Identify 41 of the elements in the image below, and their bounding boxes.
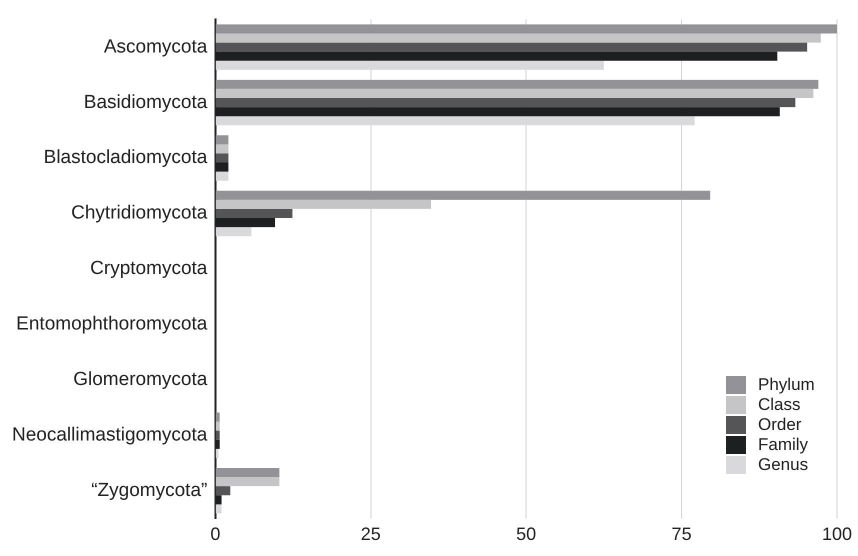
legend-label: Class [758,395,801,415]
bar [216,80,818,89]
bar [216,144,228,154]
bar [216,486,230,496]
legend-label: Family [758,435,808,455]
y-tick-label: Neocallimastigomycota [12,424,208,446]
y-tick-label: Blastocladiomycota [44,147,208,168]
bar [216,477,280,486]
bar [216,42,808,52]
bar [216,153,228,163]
y-tick-label: Basidiomycota [84,92,208,113]
x-tick-label: 50 [516,524,536,544]
bar [216,24,837,34]
x-tick-label: 100 [822,524,852,544]
bar [216,200,432,209]
legend-label: Phylum [758,375,815,395]
bar [216,190,710,200]
bar [216,88,814,98]
bar [216,208,292,218]
y-tick-label: “Zygomycota” [91,480,208,501]
bar [216,227,252,236]
x-tick-label: 0 [210,524,220,544]
y-tick-label: Chytridiomycota [71,202,208,224]
y-tick-label: Cryptomycota [90,258,208,280]
x-tick-label: 25 [360,524,381,544]
bar [216,412,220,422]
bar [216,468,280,478]
bar [216,33,821,43]
y-tick-label: Ascomycota [104,36,208,58]
bar [216,448,218,458]
x-tick-label: 75 [672,524,692,544]
legend-label: Order [758,415,802,435]
bar [216,98,796,108]
bar [216,135,228,144]
y-tick-label: Entomophthoromycota [16,314,208,335]
bar [216,172,228,181]
y-tick-label: Glomeromycota [73,369,208,390]
bar [216,422,220,431]
bar [216,430,220,440]
bar [216,504,222,514]
legend-label: Genus [758,455,808,475]
